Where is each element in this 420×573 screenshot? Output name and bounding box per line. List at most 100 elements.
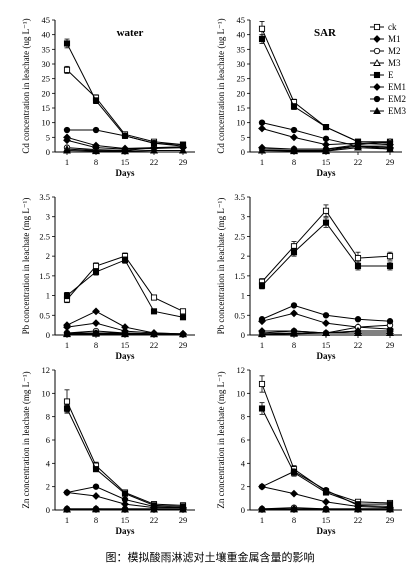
series-line — [66, 259, 184, 318]
data-point — [92, 319, 100, 328]
series-ck — [258, 204, 394, 286]
data-point — [322, 135, 330, 142]
data-point — [63, 330, 71, 338]
legend-item-m1: M1 — [370, 34, 401, 44]
data-point — [386, 328, 394, 336]
y-tick-label: 4 — [46, 458, 51, 468]
x-axis-label: Days — [316, 526, 335, 536]
data-point — [150, 294, 158, 301]
data-point — [290, 302, 298, 309]
data-point — [121, 147, 129, 155]
x-tick-label: 22 — [354, 515, 363, 525]
legend-marker — [373, 35, 381, 43]
data-point — [121, 490, 129, 497]
data-point — [63, 136, 71, 145]
data-point — [258, 316, 266, 323]
data-point — [258, 405, 266, 412]
data-point — [92, 126, 100, 134]
data-point — [63, 489, 71, 496]
x-tick-label: 1 — [65, 515, 69, 525]
series-em3 — [63, 329, 187, 338]
data-point — [322, 124, 330, 131]
series-e — [258, 217, 394, 290]
data-point — [92, 97, 100, 104]
x-axis-label: Days — [316, 168, 335, 178]
y-tick-label: 10 — [42, 118, 51, 128]
data-point — [179, 330, 187, 338]
y-tick-label: 35 — [42, 44, 51, 54]
y-tick-label: 10 — [42, 388, 51, 398]
chart-panel-4: 0 0.5 1 1.5 2 2.5 3 3.5 1 8 15 22 29 Days Pb concentra… — [216, 192, 402, 361]
data-point — [322, 147, 330, 155]
data-point — [258, 146, 266, 154]
x-tick-label: 8 — [292, 515, 296, 525]
legend-marker — [373, 106, 381, 114]
legend-item-m2: M2 — [370, 46, 401, 56]
data-point — [63, 405, 71, 412]
legend-item-em3: EM3 — [370, 106, 407, 116]
y-tick-label: 35 — [237, 44, 246, 54]
data-point — [322, 505, 330, 513]
x-tick-label: 22 — [150, 515, 159, 525]
y-tick-label: 30 — [42, 59, 51, 69]
y-tick-label: 1 — [46, 291, 50, 301]
legend-item-em1: EM1 — [370, 82, 406, 92]
data-point — [150, 330, 158, 338]
data-point — [386, 253, 394, 260]
legend-marker — [373, 23, 381, 31]
x-tick-label: 15 — [121, 515, 130, 525]
y-tick-label: 5 — [46, 132, 50, 142]
data-point — [290, 468, 298, 475]
legend-marker — [373, 95, 381, 103]
y-tick-label: 0 — [46, 330, 50, 340]
y-tick-label: 0 — [46, 505, 50, 515]
data-point — [92, 483, 100, 490]
y-tick-label: 0.5 — [39, 310, 50, 320]
data-point — [258, 483, 266, 490]
data-point — [63, 40, 71, 47]
series-em2 — [258, 302, 394, 325]
data-point — [179, 314, 187, 321]
x-tick-label: 15 — [322, 515, 331, 525]
data-point — [354, 143, 362, 151]
data-point — [92, 505, 100, 513]
series-e — [63, 256, 187, 321]
data-point — [322, 207, 330, 214]
y-tick-label: 12 — [237, 365, 246, 375]
data-point — [179, 146, 187, 154]
x-tick-label: 8 — [94, 515, 98, 525]
data-point — [386, 145, 394, 153]
data-point — [150, 140, 158, 147]
data-point — [179, 505, 187, 513]
y-axis-label: Pb concentration in leachate (mg L⁻¹) — [21, 198, 31, 335]
y-tick-label: 0 — [241, 147, 245, 157]
data-point — [63, 66, 71, 73]
data-point — [121, 505, 129, 513]
x-tick-label: 1 — [260, 340, 264, 350]
series-em3 — [258, 328, 394, 338]
legend-item-e: E — [370, 70, 394, 80]
x-tick-label: 22 — [354, 157, 363, 167]
x-tick-label: 15 — [121, 157, 130, 167]
y-axis-label: Pb concentration in leachate (mg L⁻¹) — [216, 198, 226, 335]
data-point — [258, 282, 266, 289]
panel-title: SAR — [314, 27, 337, 39]
data-point — [386, 505, 394, 513]
data-point — [258, 119, 266, 126]
series-ck — [63, 252, 187, 315]
legend-label: EM1 — [388, 82, 406, 92]
x-tick-label: 29 — [386, 157, 395, 167]
series-e — [63, 404, 187, 510]
y-axis-label: Cd concentration in leachate (ug L⁻¹) — [21, 18, 31, 153]
data-point — [322, 319, 330, 328]
data-point — [354, 316, 362, 323]
data-point — [121, 132, 129, 140]
legend-marker — [373, 47, 381, 55]
series-em3 — [258, 143, 394, 155]
data-point — [63, 292, 71, 299]
data-point — [258, 36, 266, 43]
x-axis-label: Days — [115, 526, 134, 536]
data-point — [290, 126, 298, 134]
y-axis-label: Zn concentration in leachate (mg L⁻¹) — [21, 371, 31, 508]
